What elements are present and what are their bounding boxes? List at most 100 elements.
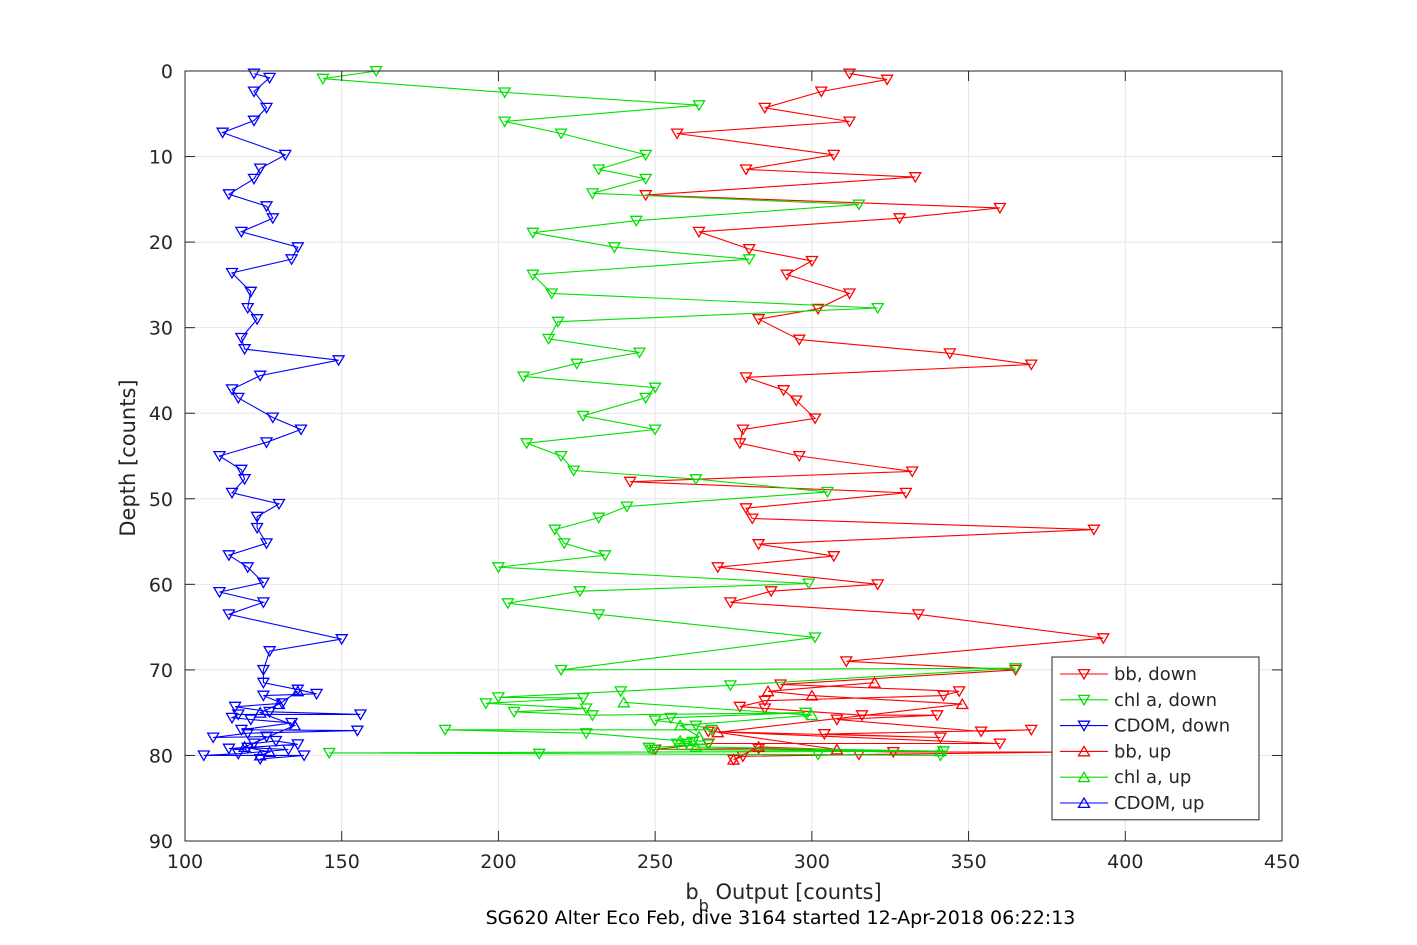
data-point-chl-a-down xyxy=(585,188,600,200)
data-point-chl-a-down xyxy=(516,371,531,383)
y-tick-label: 40 xyxy=(149,403,173,425)
x-tick-label: 400 xyxy=(1107,851,1143,873)
data-point-chl-a-down xyxy=(820,486,835,499)
data-point-chl-a-down xyxy=(742,254,756,266)
data-point-bb-down xyxy=(789,395,803,407)
data-point-bb-up xyxy=(955,697,969,710)
data-point-bb-down xyxy=(773,679,788,691)
data-point-bb-down xyxy=(739,372,753,384)
data-point-chl-a-down xyxy=(541,333,556,345)
series-cdom-down xyxy=(197,68,368,766)
data-point-cdom-down xyxy=(222,743,236,755)
data-point-cdom-down xyxy=(262,646,277,658)
data-point-bb-down xyxy=(933,732,948,744)
data-point-bb-down xyxy=(827,149,841,162)
x-tick-label: 200 xyxy=(480,851,516,873)
data-point-chl-a-down xyxy=(592,164,606,176)
data-point-chl-a-down xyxy=(501,598,515,610)
data-point-bb-down xyxy=(805,255,819,268)
data-point-cdom-down xyxy=(247,68,261,80)
data-point-cdom-down xyxy=(262,72,277,85)
data-point-cdom-down xyxy=(331,355,346,367)
data-point-cdom-down xyxy=(269,735,283,748)
data-point-bb-down xyxy=(733,438,747,450)
data-point-cdom-down xyxy=(234,332,249,345)
data-point-cdom-down xyxy=(250,522,264,535)
data-point-chl-a-down xyxy=(1008,663,1023,675)
x-tick-label: 300 xyxy=(794,851,830,873)
data-point-chl-a-down xyxy=(316,73,330,85)
data-point-cdom-down xyxy=(225,712,239,725)
legend-marker xyxy=(1077,720,1091,732)
data-point-bb-down xyxy=(952,686,966,698)
data-point-cdom-down xyxy=(256,690,271,702)
data-point-cdom-down xyxy=(212,586,227,599)
data-point-chl-a-up xyxy=(673,719,687,731)
data-point-bb-down xyxy=(943,348,957,360)
data-point-cdom-down xyxy=(291,739,305,751)
data-point-chl-a-down xyxy=(576,410,590,422)
data-point-chl-a-down xyxy=(554,664,568,677)
data-point-cdom-down xyxy=(259,437,274,449)
legend-marker xyxy=(1077,668,1091,681)
data-point-chl-a-up xyxy=(805,709,819,721)
legend-item-chl-a-down: chl a, down xyxy=(1060,690,1217,711)
data-point-bb-down xyxy=(930,710,944,722)
data-point-cdom-down xyxy=(241,562,255,574)
x-axis-label-main: b xyxy=(685,880,698,904)
series-bb-down xyxy=(623,68,1110,766)
data-point-bb-down xyxy=(905,466,919,478)
data-point-chl-a-down xyxy=(491,562,506,574)
data-point-cdom-down xyxy=(256,677,271,689)
data-point-cdom-down xyxy=(222,550,236,562)
data-point-bb-down xyxy=(814,86,828,98)
data-point-chl-a-down xyxy=(573,586,587,598)
data-point-chl-a-down xyxy=(491,692,506,704)
legend-label: CDOM, up xyxy=(1114,793,1204,814)
data-point-bb-down xyxy=(899,487,913,499)
data-point-bb-down xyxy=(936,690,951,702)
data-point-bb-down xyxy=(623,476,637,488)
plot-frame xyxy=(184,70,1283,842)
data-point-chl-a-down xyxy=(548,524,562,536)
data-point-bb-down xyxy=(1024,724,1038,736)
data-point-chl-a-down xyxy=(632,347,647,359)
data-point-bb-up xyxy=(867,676,882,688)
legend-marker xyxy=(1077,796,1091,809)
series-line-chl-a-down xyxy=(322,70,1016,756)
data-point-chl-a-down xyxy=(526,269,540,281)
x-axis-ticks: 100 150 200 250 300 350 400 450 xyxy=(167,71,1300,873)
data-point-chl-a-up xyxy=(692,730,706,742)
y-tick-label: 60 xyxy=(149,574,173,596)
data-point-cdom-down xyxy=(197,750,211,762)
data-point-cdom-down xyxy=(247,86,261,98)
data-point-chl-a-down xyxy=(811,749,825,761)
data-point-chl-a-down xyxy=(322,747,336,760)
data-point-cdom-down xyxy=(278,149,292,162)
legend-label: bb, up xyxy=(1114,741,1171,762)
data-point-bb-down xyxy=(670,128,684,140)
data-point-cdom-down xyxy=(206,732,220,744)
legend-item-chl-a-up: chl a, up xyxy=(1060,767,1191,788)
data-point-chl-a-down xyxy=(689,474,703,486)
data-point-chl-a-down xyxy=(723,680,738,692)
data-point-chl-a-up xyxy=(933,744,948,757)
legend: bb, down chl a, down CDOM, down bb, up chl a… xyxy=(1051,656,1260,821)
data-point-chl-a-down xyxy=(808,632,822,644)
data-point-cdom-down xyxy=(256,597,271,609)
data-point-chl-a-down xyxy=(664,712,678,725)
data-point-cdom-down xyxy=(253,163,267,175)
data-point-cdom-down xyxy=(234,226,249,239)
data-point-bb-down xyxy=(830,714,844,726)
series-bb-up xyxy=(711,676,969,765)
data-point-chl-a-down xyxy=(551,316,565,328)
data-point-bb-down xyxy=(792,450,806,463)
data-point-chl-a-down xyxy=(554,450,568,463)
data-point-bb-down xyxy=(842,116,857,128)
data-point-chl-a-down xyxy=(579,728,593,740)
data-point-cdom-down xyxy=(266,213,280,225)
data-point-cdom-down xyxy=(222,609,236,621)
data-point-bb-down xyxy=(739,503,753,515)
data-point-cdom-down xyxy=(350,725,365,737)
